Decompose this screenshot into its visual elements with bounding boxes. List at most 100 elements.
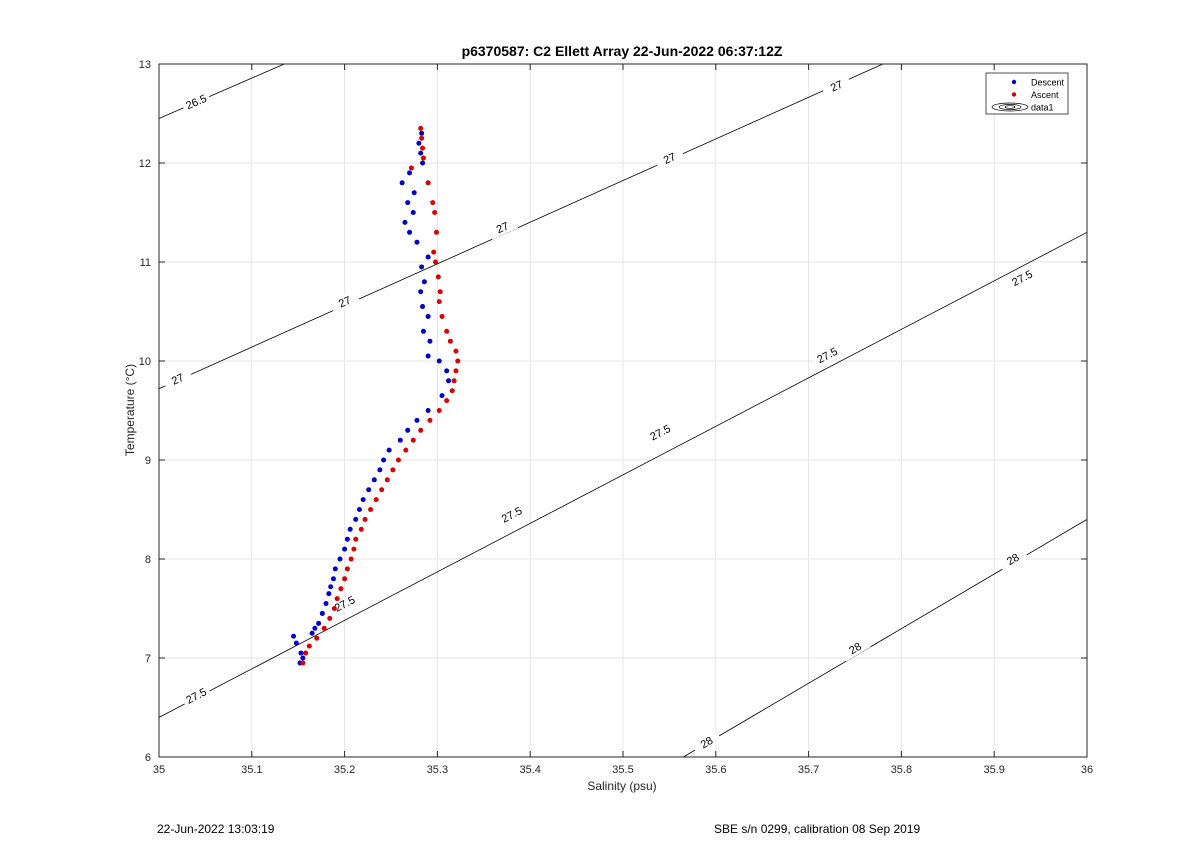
point-ascent <box>358 526 364 532</box>
point-ascent <box>390 467 396 473</box>
data-points <box>291 125 461 666</box>
x-tick-label: 35.6 <box>705 764 726 776</box>
point-ascent <box>435 274 441 280</box>
point-descent <box>420 328 426 334</box>
y-axis-label: Temperature (°C) <box>123 364 137 456</box>
contour-label-bg <box>839 634 871 662</box>
point-descent <box>309 630 315 636</box>
point-descent <box>316 620 322 626</box>
point-descent <box>360 497 366 503</box>
point-ascent <box>444 328 450 334</box>
point-descent <box>312 625 318 631</box>
contour-label-bg <box>161 366 194 391</box>
point-descent <box>356 507 362 512</box>
point-ascent <box>348 556 354 562</box>
chart-title: p6370587: C2 Ellett Array 22-Jun-2022 06… <box>462 43 783 59</box>
point-ascent <box>353 536 359 542</box>
y-tick-label: 7 <box>145 653 151 665</box>
contour-label-bg <box>820 73 853 98</box>
point-ascent <box>321 625 327 631</box>
point-ascent <box>408 165 414 171</box>
point-ascent <box>344 566 350 572</box>
point-descent <box>420 304 426 310</box>
axis-ticks: 35 35.1 35.2 35.3 35.4 35.5 35.6 35.7 35.8 35.9 36… <box>139 59 1093 776</box>
contour-line-27 <box>158 63 884 390</box>
point-ascent <box>439 313 445 319</box>
point-descent <box>377 467 383 473</box>
point-ascent <box>379 487 385 493</box>
y-tick-label: 9 <box>145 455 151 467</box>
contour-legend-icon <box>991 102 1029 112</box>
contour-line-26.5 <box>158 63 285 119</box>
x-tick-label: 36 <box>1081 764 1093 776</box>
point-descent <box>298 650 304 656</box>
point-descent <box>381 457 387 463</box>
point-descent <box>386 447 392 453</box>
point-ascent <box>420 155 426 161</box>
point-ascent <box>403 447 409 453</box>
point-ascent <box>395 457 401 463</box>
point-ascent <box>420 145 426 151</box>
point-descent <box>407 170 413 176</box>
grid-lines <box>158 63 1088 758</box>
point-descent <box>405 200 411 206</box>
point-descent <box>436 358 442 364</box>
point-ascent <box>351 546 357 552</box>
point-descent <box>405 427 411 433</box>
point-descent <box>319 610 325 616</box>
point-ascent <box>362 516 368 522</box>
point-ascent <box>410 437 416 443</box>
point-descent <box>419 264 425 270</box>
point-ascent <box>447 338 453 344</box>
x-tick-label: 35.4 <box>519 764 540 776</box>
point-ascent <box>430 200 436 206</box>
point-descent <box>427 338 433 344</box>
y-tick-label: 13 <box>139 59 151 71</box>
point-descent <box>418 150 424 156</box>
contour-label: 27 <box>170 372 186 388</box>
contour-label-bg <box>328 590 361 617</box>
contour-label-bg <box>495 501 528 528</box>
legend-descent-label: Descent <box>1031 78 1065 88</box>
point-descent <box>416 140 422 146</box>
point-descent <box>446 378 452 384</box>
point-ascent <box>436 408 442 413</box>
point-descent <box>425 408 431 413</box>
point-ascent <box>314 635 320 641</box>
point-ascent <box>331 606 337 611</box>
legend-data1-label: data1 <box>1031 103 1054 113</box>
x-axis-label: Salinity (psu) <box>587 779 656 793</box>
point-ascent <box>418 427 424 433</box>
point-ascent <box>444 398 450 404</box>
point-descent <box>418 289 424 295</box>
x-tick-label: 35.2 <box>334 764 355 776</box>
contour-label-bg <box>180 682 212 709</box>
point-descent <box>293 640 299 646</box>
point-descent <box>371 477 377 483</box>
point-ascent <box>338 586 344 592</box>
point-ascent <box>373 497 379 503</box>
contour-label-bg <box>328 289 361 314</box>
x-tick-label: 35.5 <box>612 764 633 776</box>
y-tick-label: 10 <box>139 356 151 368</box>
point-descent <box>344 536 350 542</box>
contour-label: 27 <box>662 151 678 167</box>
point-ascent <box>451 378 457 384</box>
point-descent <box>425 254 431 260</box>
x-tick-label: 35 <box>153 764 165 776</box>
contour-label-bg <box>180 89 212 114</box>
point-ascent <box>436 299 442 305</box>
contour-label: 26.5 <box>184 93 208 113</box>
point-descent <box>444 368 450 374</box>
point-ascent <box>427 417 433 423</box>
point-ascent <box>433 259 439 265</box>
x-tick-label: 35.8 <box>891 764 912 776</box>
x-tick-label: 35.3 <box>427 764 448 776</box>
point-descent <box>402 219 408 225</box>
contour-label-bg <box>644 419 676 445</box>
point-descent <box>425 313 431 319</box>
contour-label-bg <box>1006 265 1038 291</box>
point-descent <box>414 239 420 245</box>
point-ascent <box>425 180 431 186</box>
point-ascent <box>453 348 459 354</box>
